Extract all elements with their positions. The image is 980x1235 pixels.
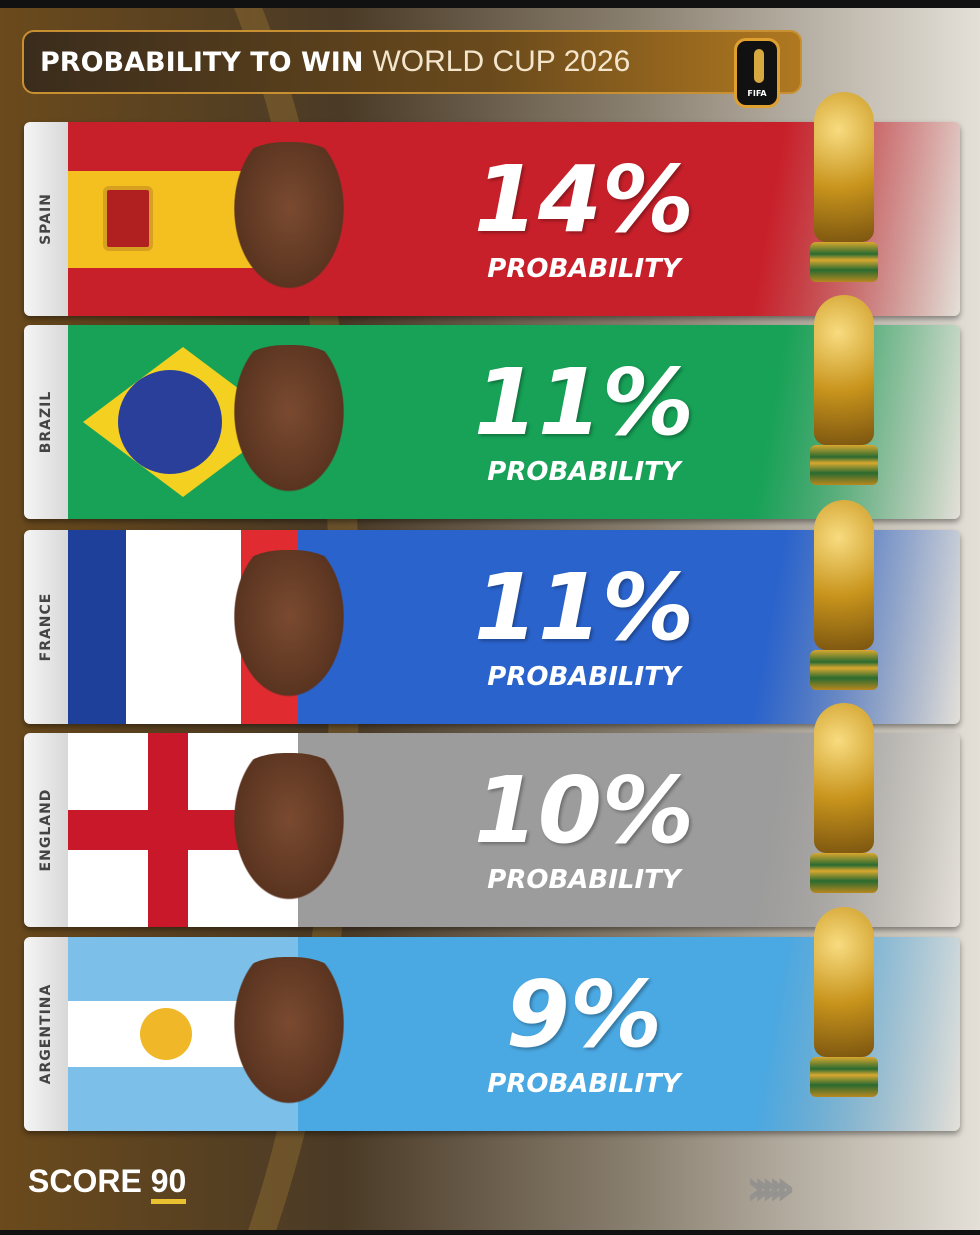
probability-value: 11%: [473, 554, 695, 661]
world-cup-trophy-icon: [806, 92, 882, 302]
world-cup-trophy-icon: [806, 295, 882, 505]
probability-label: PROBABILITY: [487, 865, 681, 895]
country-label-strip: ARGENTINA: [24, 937, 68, 1131]
fifa-world-cup-logo: FIFA: [734, 38, 780, 108]
world-cup-trophy-icon: [806, 907, 882, 1117]
title-light: WORLD CUP 2026: [372, 45, 631, 78]
probability-label: PROBABILITY: [487, 662, 681, 692]
country-label-strip: ENGLAND: [24, 733, 68, 927]
score90-logo: SCORE 90: [28, 1163, 187, 1204]
probability-value: 10%: [473, 757, 695, 864]
chevrons-icon: ›››››: [745, 1158, 796, 1218]
player-photo: [204, 345, 374, 519]
player-photo: [204, 957, 374, 1131]
country-name: BRAZIL: [38, 390, 54, 454]
country-name: SPAIN: [38, 193, 54, 245]
country-name: ARGENTINA: [38, 983, 54, 1085]
country-label-strip: BRAZIL: [24, 325, 68, 519]
probability-label: PROBABILITY: [487, 457, 681, 487]
title-bold: PROBABILITY TO WIN: [40, 46, 364, 78]
player-photo: [204, 550, 374, 724]
player-photo: [204, 142, 374, 316]
player-photo: [204, 753, 374, 927]
world-cup-trophy-icon: [806, 703, 882, 913]
country-name: ENGLAND: [38, 788, 54, 872]
country-label-strip: SPAIN: [24, 122, 68, 316]
country-name: FRANCE: [38, 592, 54, 662]
probability-label: PROBABILITY: [487, 1069, 681, 1099]
row-spain: SPAIN 14% PROBABILITY: [24, 122, 960, 316]
title-bar: PROBABILITY TO WIN WORLD CUP 2026: [22, 30, 802, 94]
probability-value: 9%: [505, 961, 663, 1068]
probability-label: PROBABILITY: [487, 254, 681, 284]
infographic: PROBABILITY TO WIN WORLD CUP 2026 FIFA S…: [0, 8, 980, 1230]
probability-value: 14%: [473, 146, 695, 253]
world-cup-trophy-icon: [806, 500, 882, 710]
country-label-strip: FRANCE: [24, 530, 68, 724]
probability-value: 11%: [473, 349, 695, 456]
